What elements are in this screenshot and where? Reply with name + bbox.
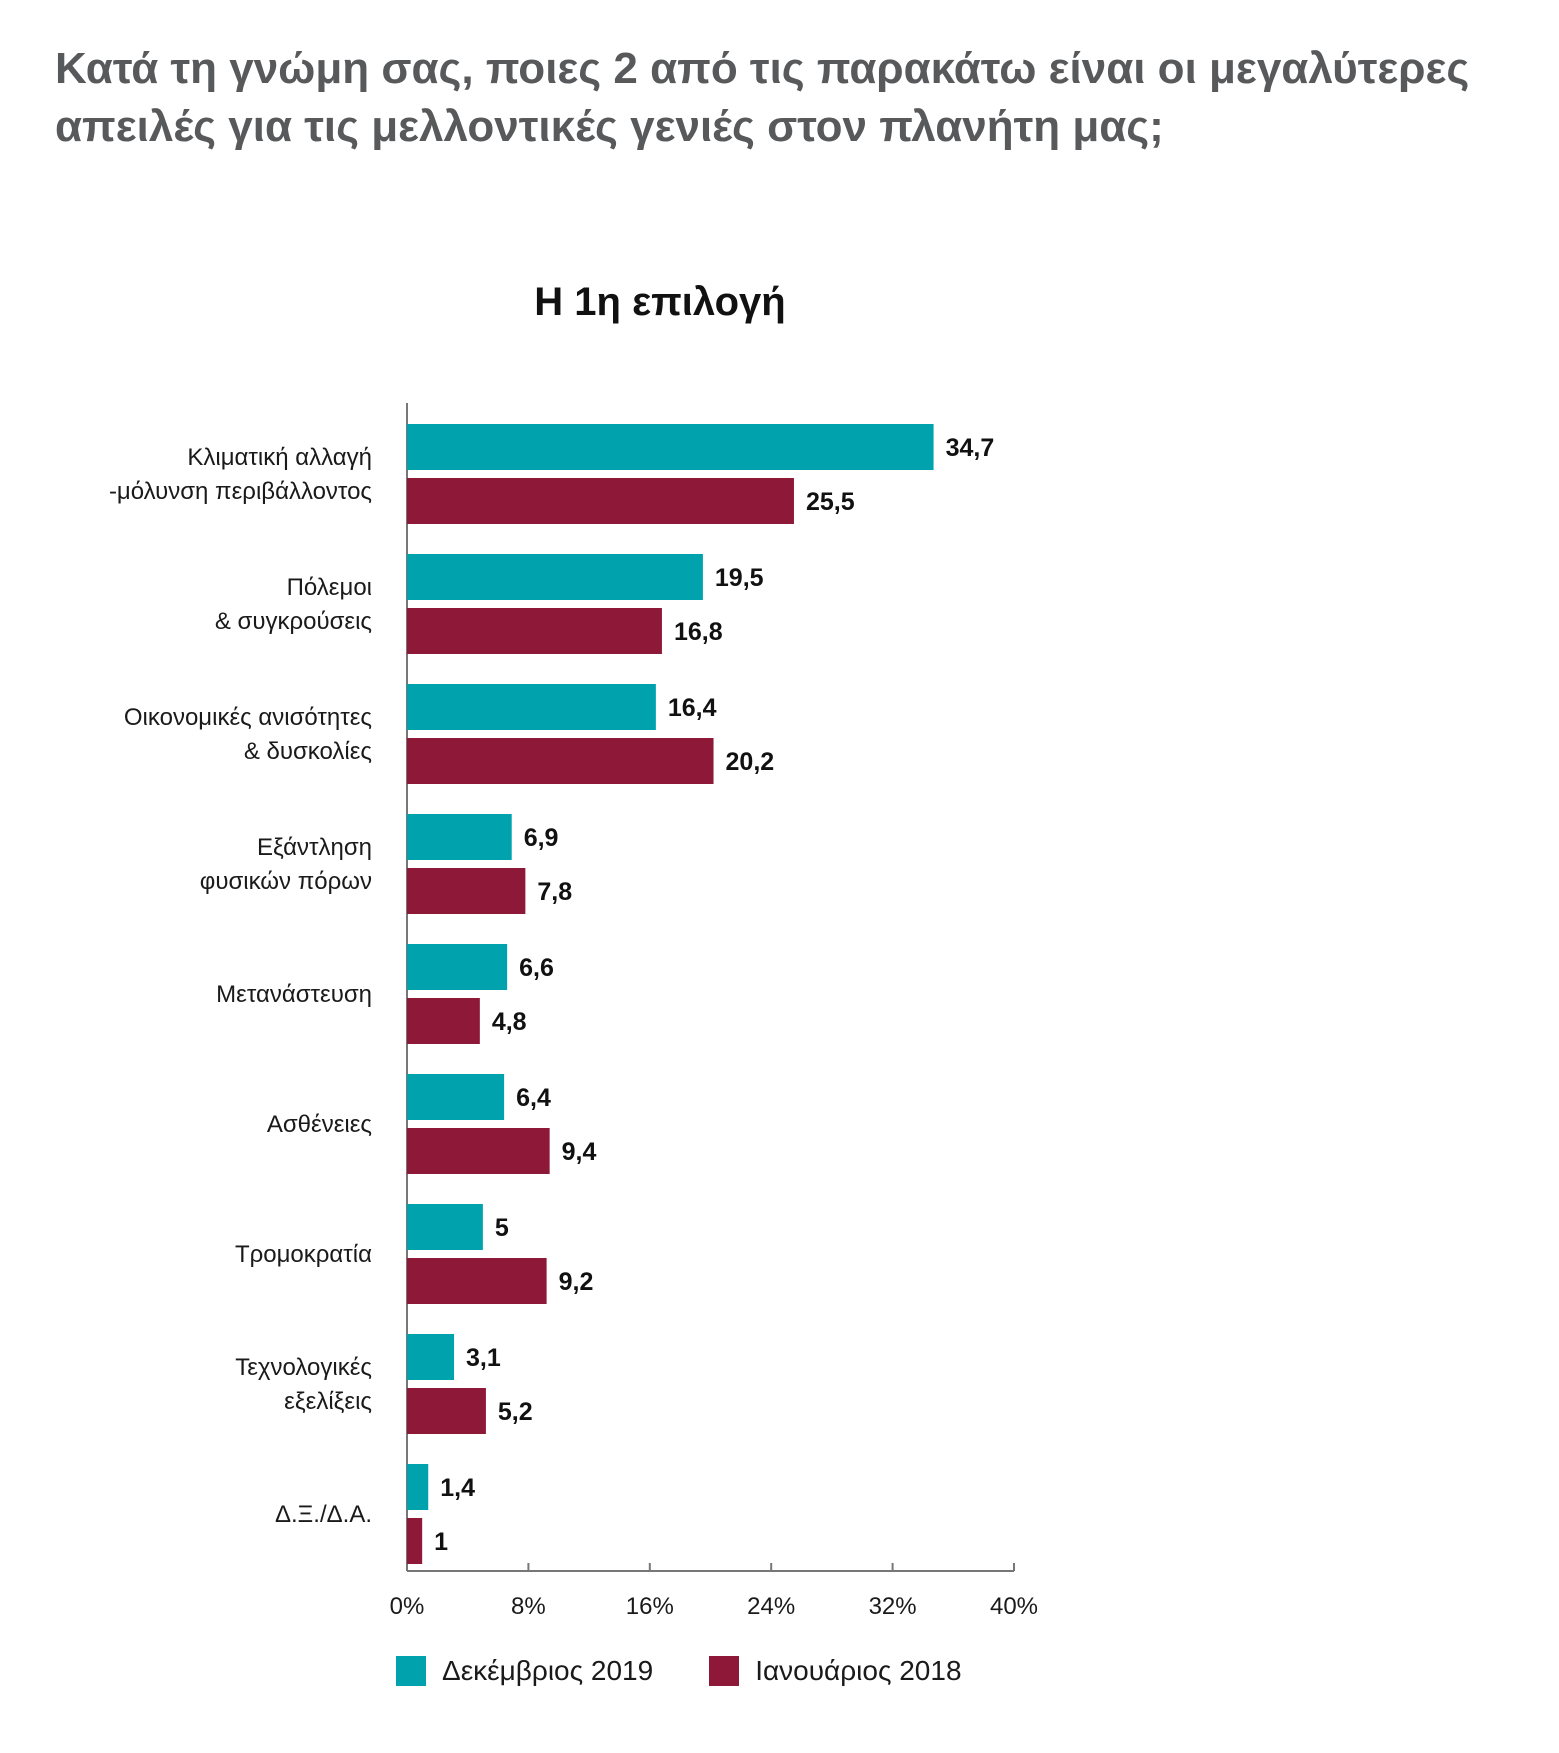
data-label: 6,6 bbox=[519, 954, 554, 982]
bar-dec-2019 bbox=[407, 1074, 505, 1120]
bar-jan-2018 bbox=[407, 1128, 550, 1174]
x-tick-label: 24% bbox=[747, 1593, 795, 1620]
data-label: 9,2 bbox=[559, 1268, 594, 1296]
x-tick-label: 32% bbox=[869, 1593, 917, 1620]
category-label: Κλιματική αλλαγή -μόλυνση περιβάλλοντος bbox=[109, 444, 372, 505]
category-label: Ασθένειες bbox=[267, 1111, 372, 1138]
bar-dec-2019 bbox=[407, 554, 703, 600]
bar-chart: 0% 8% 16% 24% 32% 40% Κλιματική αλλαγή -μόλυνση… bbox=[109, 403, 1038, 1620]
category-label: Τρομοκρατία bbox=[235, 1241, 372, 1268]
bar-dec-2019 bbox=[407, 1464, 429, 1510]
data-label: 16,4 bbox=[668, 694, 717, 722]
bar-dec-2019 bbox=[407, 424, 934, 470]
data-label: 3,1 bbox=[466, 1344, 501, 1372]
category-label: Εξάντληση φυσικών πόρων bbox=[200, 834, 372, 895]
data-label: 16,8 bbox=[674, 618, 723, 646]
data-label: 5,2 bbox=[498, 1398, 533, 1426]
data-label: 1,4 bbox=[440, 1474, 475, 1502]
bar-jan-2018 bbox=[407, 608, 662, 654]
data-label: 34,7 bbox=[946, 434, 995, 462]
data-label: 25,5 bbox=[806, 488, 855, 516]
x-tick-label: 40% bbox=[990, 1593, 1038, 1620]
bar-jan-2018 bbox=[407, 738, 714, 784]
data-label: 9,4 bbox=[562, 1138, 597, 1166]
bar-jan-2018 bbox=[407, 1518, 423, 1564]
category-label: Μετανάστευση bbox=[216, 981, 372, 1008]
bar-jan-2018 bbox=[407, 868, 526, 914]
data-label: 5 bbox=[495, 1214, 509, 1242]
data-label: 7,8 bbox=[537, 878, 572, 906]
legend-swatch-dec-2019 bbox=[396, 1656, 426, 1686]
category-label: Οικονομικές ανισότητες & δυσκολίες bbox=[124, 704, 372, 765]
bar-dec-2019 bbox=[407, 684, 656, 730]
data-label: 20,2 bbox=[726, 748, 775, 776]
bar-dec-2019 bbox=[407, 944, 508, 990]
x-tick-label: 8% bbox=[511, 1593, 546, 1620]
category-label: Τεχνολογικές εξελίξεις bbox=[235, 1354, 372, 1415]
bar-dec-2019 bbox=[407, 1334, 455, 1380]
page-title: Κατά τη γνώμη σας, ποιες 2 από τις παρακ… bbox=[55, 44, 1470, 151]
bar-jan-2018 bbox=[407, 1388, 486, 1434]
data-label: 6,9 bbox=[524, 824, 559, 852]
legend-label-dec-2019: Δεκέμβριος 2019 bbox=[442, 1655, 654, 1686]
legend-swatch-jan-2018 bbox=[709, 1656, 740, 1686]
data-label: 4,8 bbox=[492, 1008, 527, 1036]
data-label: 19,5 bbox=[715, 564, 764, 592]
x-tick-label: 16% bbox=[626, 1593, 674, 1620]
bar-dec-2019 bbox=[407, 814, 512, 860]
legend-item-dec-2019: Δεκέμβριος 2019 bbox=[396, 1655, 653, 1687]
category-label: Πόλεμοι & συγκρούσεις bbox=[215, 574, 372, 635]
legend: Δεκέμβριος 2019 Ιανουάριος 2018 bbox=[396, 1655, 1018, 1687]
chart-title: Η 1η επιλογή bbox=[534, 280, 786, 324]
legend-item-jan-2018: Ιανουάριος 2018 bbox=[709, 1655, 962, 1687]
bar-jan-2018 bbox=[407, 478, 794, 524]
category-label: Δ.Ξ./Δ.Α. bbox=[275, 1501, 372, 1528]
bar-jan-2018 bbox=[407, 1258, 547, 1304]
data-label: 6,4 bbox=[516, 1084, 551, 1112]
legend-label-jan-2018: Ιανουάριος 2018 bbox=[755, 1655, 962, 1686]
x-tick-label: 0% bbox=[390, 1593, 425, 1620]
data-label: 1 bbox=[434, 1528, 448, 1556]
bar-dec-2019 bbox=[407, 1204, 483, 1250]
bar-jan-2018 bbox=[407, 998, 480, 1044]
